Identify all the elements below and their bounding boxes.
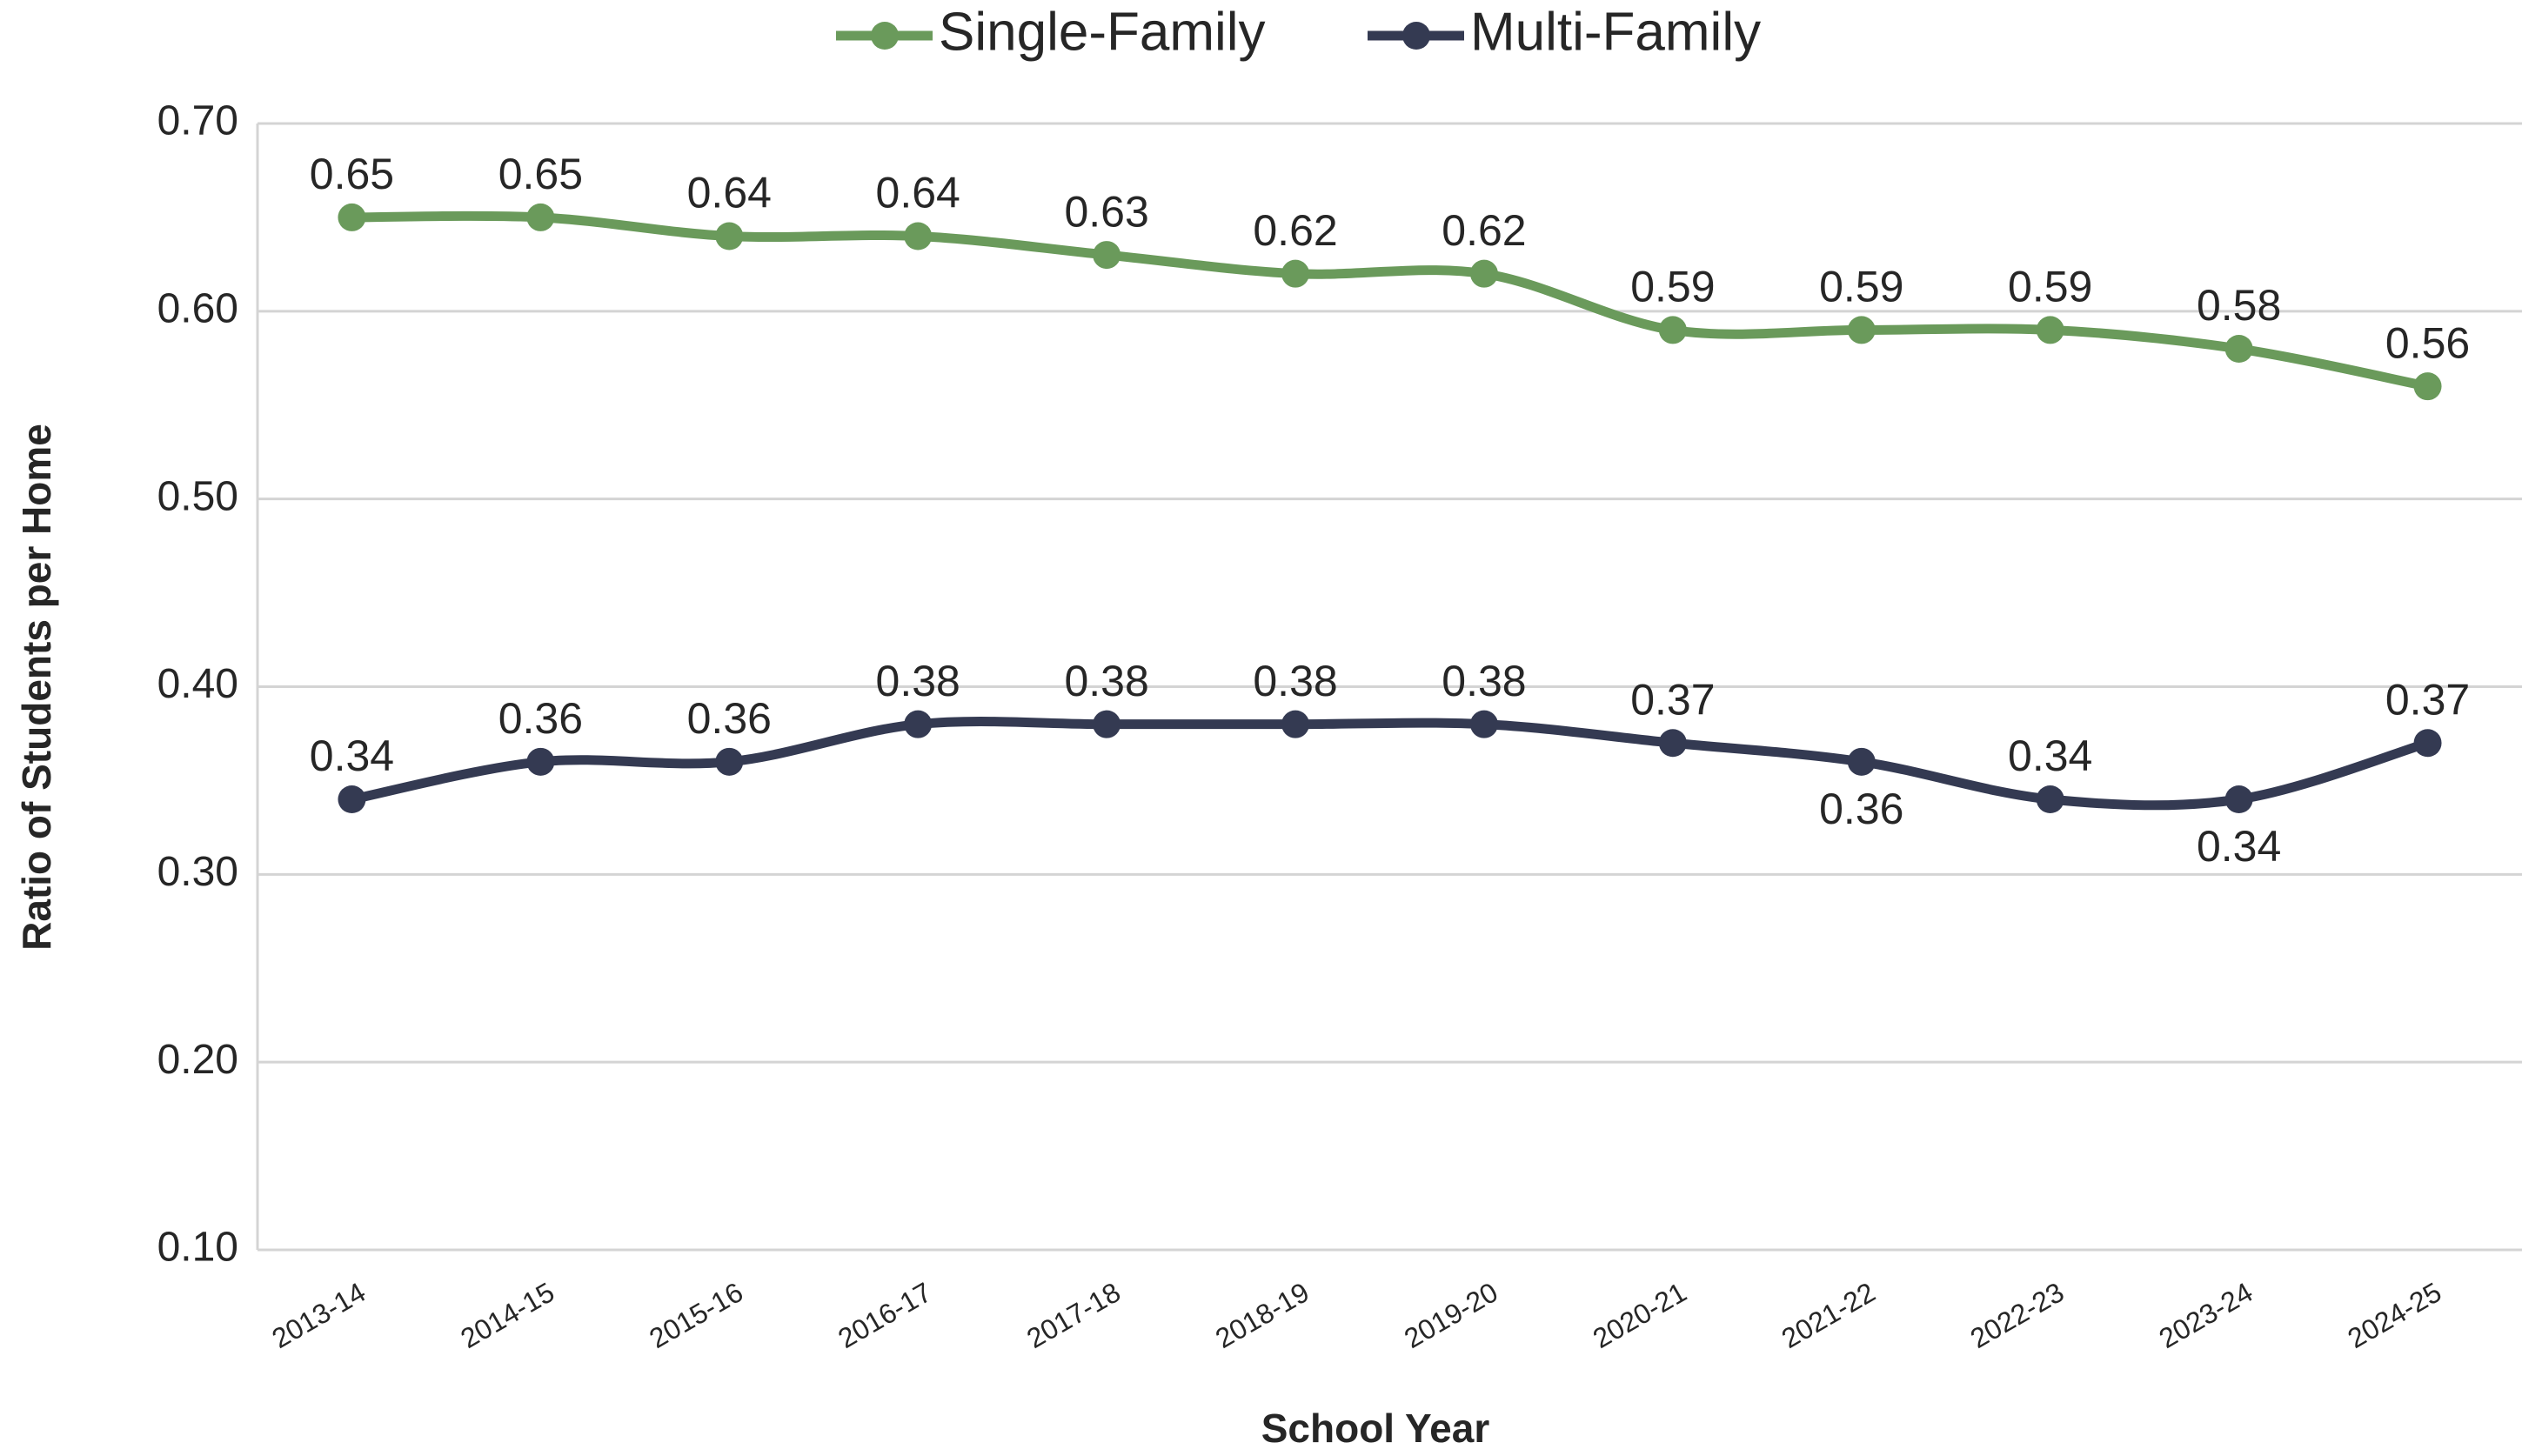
marker (338, 785, 366, 813)
data-label: 0.59 (1630, 263, 1715, 311)
marker (2036, 785, 2064, 813)
x-tick-label: 2016-17 (833, 1276, 937, 1354)
series-line (351, 210, 2429, 391)
marker (1281, 259, 1310, 288)
marker (1093, 710, 1121, 738)
marker (1658, 316, 1687, 344)
marker (1469, 710, 1498, 738)
y-tick-label: 0.30 (157, 849, 238, 895)
y-tick-label: 0.60 (157, 286, 238, 332)
marker (904, 710, 933, 738)
marker (1658, 729, 1687, 758)
data-label: 0.63 (1064, 187, 1148, 236)
data-label: 0.65 (310, 150, 394, 198)
x-tick-label: 2019-20 (1399, 1276, 1503, 1354)
x-tick-label: 2024-25 (2343, 1276, 2447, 1354)
legend-marker (871, 22, 899, 50)
marker (715, 222, 744, 250)
data-label: 0.37 (2385, 675, 2470, 724)
data-label: 0.34 (2197, 822, 2281, 871)
x-tick-label: 2017-18 (1021, 1276, 1126, 1354)
marker (1093, 241, 1121, 270)
data-label: 0.38 (876, 657, 960, 705)
data-label: 0.59 (2008, 263, 2092, 311)
data-label: 0.38 (1253, 657, 1337, 705)
data-label: 0.58 (2197, 281, 2281, 330)
y-tick-label: 0.40 (157, 661, 238, 707)
marker (2413, 729, 2442, 758)
data-label: 0.36 (498, 694, 583, 743)
x-tick-label: 2020-21 (1588, 1276, 1692, 1354)
legend-label: Single-Family (939, 2, 1266, 62)
data-label: 0.36 (687, 694, 772, 743)
marker (526, 203, 555, 231)
data-label: 0.59 (1819, 263, 1903, 311)
marker (2036, 316, 2064, 344)
series-line (351, 716, 2430, 811)
marker (2224, 785, 2253, 813)
legend-label: Multi-Family (1470, 2, 1761, 62)
x-tick-label: 2018-19 (1210, 1276, 1315, 1354)
x-axis-title: School Year (1261, 1406, 1490, 1451)
data-label: 0.38 (1442, 657, 1526, 705)
marker (526, 747, 555, 776)
marker (904, 222, 933, 250)
marker (338, 203, 366, 231)
y-tick-label: 0.70 (157, 98, 238, 144)
y-tick-label: 0.10 (157, 1225, 238, 1271)
x-tick-label: 2022-23 (1965, 1276, 2070, 1354)
data-label: 0.65 (498, 150, 583, 198)
y-tick-label: 0.20 (157, 1037, 238, 1083)
marker (715, 747, 744, 776)
marker (1469, 259, 1498, 288)
marker (1281, 710, 1310, 738)
marker (2224, 335, 2253, 363)
marker (2413, 372, 2442, 401)
data-label: 0.64 (876, 169, 960, 217)
data-label: 0.64 (687, 169, 772, 217)
data-label: 0.56 (2385, 318, 2470, 367)
marker (1847, 316, 1876, 344)
y-axis-title: Ratio of Students per Home (14, 424, 59, 951)
data-label: 0.34 (2008, 731, 2092, 780)
marker (1847, 747, 1876, 776)
data-label: 0.37 (1630, 675, 1715, 724)
legend-marker (1402, 22, 1430, 50)
x-tick-label: 2015-16 (644, 1276, 748, 1354)
data-label: 0.36 (1819, 785, 1903, 833)
x-tick-label: 2013-14 (266, 1276, 371, 1354)
data-label: 0.62 (1253, 206, 1337, 255)
data-label: 0.62 (1442, 206, 1526, 255)
y-tick-label: 0.50 (157, 473, 238, 519)
x-tick-label: 2021-22 (1776, 1276, 1881, 1354)
x-tick-label: 2014-15 (455, 1276, 559, 1354)
data-label: 0.38 (1064, 657, 1148, 705)
x-tick-label: 2023-24 (2154, 1276, 2258, 1354)
data-label: 0.34 (310, 731, 394, 780)
